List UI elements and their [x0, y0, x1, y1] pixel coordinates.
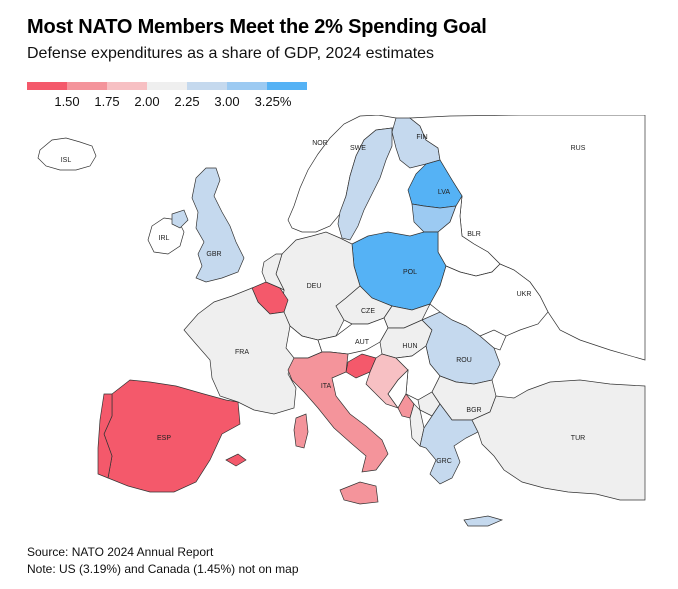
label-NOR: NOR: [312, 140, 328, 147]
label-LVA: LVA: [438, 189, 451, 196]
country-NLD[interactable]: [261, 253, 285, 291]
label-ITA: ITA: [321, 383, 332, 390]
country-GBR[interactable]: [191, 167, 245, 283]
country-BIH[interactable]: [387, 369, 409, 409]
label-GRC: GRC: [436, 458, 452, 465]
legend-swatch-6: [227, 82, 267, 90]
label-ESP: ESP: [157, 435, 171, 442]
europe-map: ISL NOR SWE FIN RUS LVA IRL GBR BLR POL …: [37, 115, 646, 527]
island-sicily: [339, 481, 379, 505]
label-HUN: HUN: [402, 343, 417, 350]
legend-swatch-5: [187, 82, 227, 90]
label-BGR: BGR: [466, 407, 481, 414]
country-FRA[interactable]: [183, 287, 303, 415]
legend-swatch-3: [107, 82, 147, 90]
legend-label-6: 3.25%: [254, 94, 292, 109]
label-SWE: SWE: [350, 145, 366, 152]
label-AUT: AUT: [355, 339, 370, 346]
legend-swatch-4: [147, 82, 187, 90]
legend-swatch-7: [267, 82, 307, 90]
label-TUR: TUR: [571, 435, 585, 442]
legend-label-3: 2.00: [134, 94, 160, 109]
label-FIN: FIN: [416, 134, 427, 141]
legend-label-1: 1.50: [54, 94, 80, 109]
label-BLR: BLR: [467, 231, 481, 238]
footnote: Note: US (3.19%) and Canada (1.45%) not …: [27, 562, 299, 576]
country-IRL[interactable]: [147, 217, 185, 255]
label-POL: POL: [403, 269, 417, 276]
country-ITA[interactable]: [287, 351, 389, 473]
label-FRA: FRA: [235, 349, 249, 356]
label-RUS: RUS: [571, 145, 586, 152]
island-sardinia: [293, 413, 309, 449]
island-crete: [463, 515, 504, 527]
label-GBR: GBR: [206, 251, 221, 258]
country-TUR[interactable]: [471, 379, 646, 501]
legend-label-4: 2.25: [174, 94, 200, 109]
color-legend: 1.50 1.75 2.00 2.25 3.00 3.25%: [27, 82, 307, 112]
country-ESP[interactable]: [103, 379, 241, 493]
chart-subtitle: Defense expenditures as a share of GDP, …: [27, 45, 435, 62]
country-MDA[interactable]: [479, 329, 507, 351]
label-UKR: UKR: [517, 291, 532, 298]
label-IRL: IRL: [159, 235, 170, 242]
country-ISL[interactable]: [37, 137, 97, 171]
legend-swatch-2: [67, 82, 107, 90]
island-balearic: [225, 453, 247, 467]
country-GRC[interactable]: [419, 403, 479, 485]
country-GBR-north-ireland: [171, 209, 189, 229]
chart-title: Most NATO Members Meet the 2% Spending G…: [27, 16, 487, 38]
label-CZE: CZE: [361, 308, 375, 315]
label-DEU: DEU: [307, 283, 322, 290]
source-note: Source: NATO 2024 Annual Report: [27, 545, 214, 559]
legend-swatch-1: [27, 82, 67, 90]
country-PRT[interactable]: [97, 393, 113, 479]
label-ISL: ISL: [61, 157, 72, 164]
label-ROU: ROU: [456, 357, 472, 364]
legend-label-2: 1.75: [94, 94, 120, 109]
legend-label-5: 3.00: [214, 94, 240, 109]
country-SWE[interactable]: [337, 127, 393, 241]
